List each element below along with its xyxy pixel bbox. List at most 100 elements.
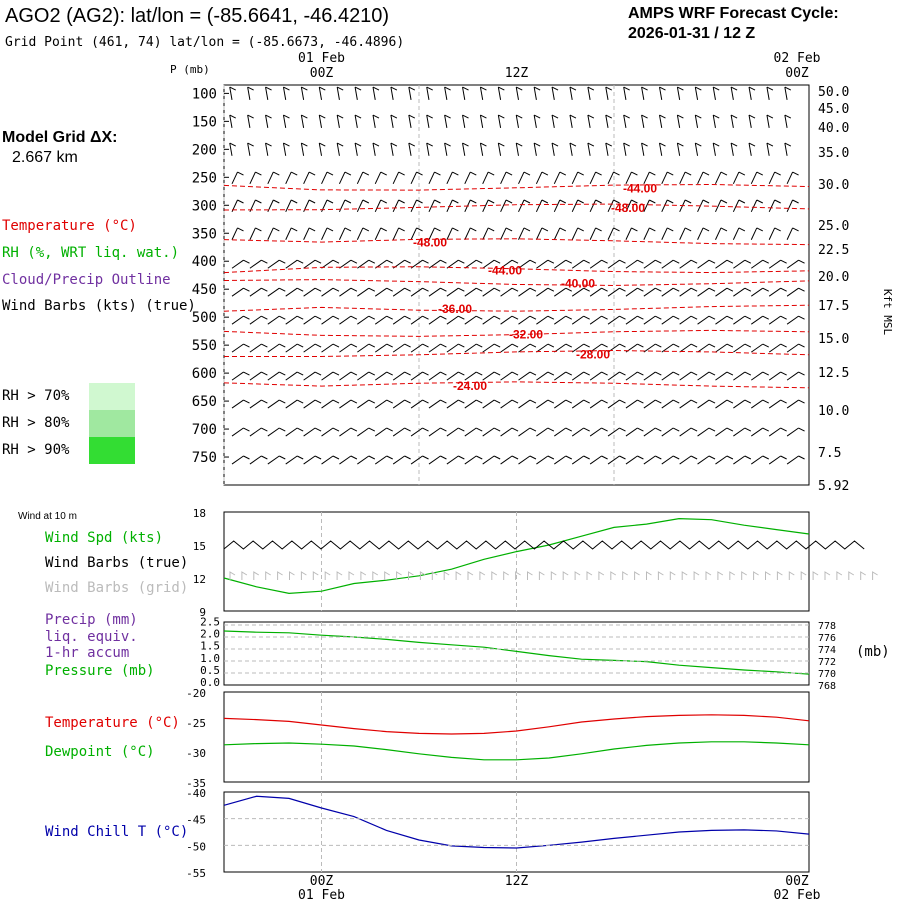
wind-barb-flag <box>470 199 477 204</box>
wind-barb-staff <box>712 114 716 128</box>
wind-barb <box>535 227 549 240</box>
wind-barb-grid <box>717 571 724 580</box>
wind-barb <box>357 259 376 269</box>
wind-barb-grid <box>550 571 557 580</box>
wind-barb <box>285 259 304 269</box>
pressure-right-tick: 776 <box>818 633 836 644</box>
wind-barb <box>267 343 286 353</box>
wind-barb-flag <box>444 114 451 119</box>
wind-barb-flag <box>386 315 393 320</box>
wind-barb-staff <box>607 287 620 297</box>
wind-barb-flag <box>784 142 792 147</box>
wind-barb-flag <box>583 343 590 348</box>
wind-barb-staff <box>482 227 489 240</box>
wind-barb-staff <box>464 371 477 381</box>
cloud-legend: Cloud/Precip Outline <box>2 272 171 288</box>
wind-barb-staff <box>697 171 704 185</box>
wind-barb <box>661 171 674 185</box>
wind-barb <box>464 455 483 465</box>
wind-barb-staff <box>249 455 262 465</box>
wind-barb <box>392 371 411 381</box>
wind-barb-flag <box>511 259 519 264</box>
wind-barb-staff <box>357 371 370 381</box>
wind-barb <box>518 171 531 185</box>
wind-barb-flag <box>655 287 662 292</box>
wind-barb-staff <box>285 427 298 437</box>
wind-barb-staff <box>733 455 746 465</box>
wind-barb-flag <box>326 171 334 176</box>
wind-barb-flag <box>354 86 362 91</box>
wind-barb <box>265 114 272 128</box>
wind-barb-flag <box>637 427 644 432</box>
wind-barb-flag <box>279 287 286 292</box>
wind-barb <box>357 427 376 437</box>
wind-barb-staff <box>536 427 549 437</box>
wind-barb <box>285 427 304 437</box>
height-tick-label: 45.0 <box>818 102 849 117</box>
wind-barb <box>497 142 505 156</box>
wind-barb-flag <box>637 287 644 292</box>
wind-barb-staff <box>733 259 746 269</box>
wind-barb-staff <box>715 171 722 185</box>
wind-barb-flag <box>672 371 680 376</box>
wind-barb-staff <box>536 399 549 409</box>
wind-barb-staff <box>661 343 674 353</box>
wind-barb <box>446 371 465 381</box>
wind-barb-staff <box>518 259 531 269</box>
wind-barb-flag <box>619 343 626 348</box>
wind-barb <box>533 86 541 100</box>
pressure-right-tick: 778 <box>818 621 836 632</box>
wind-barb-staff <box>750 343 764 353</box>
height-tick-label: 17.5 <box>818 299 849 314</box>
wind-barb-flag <box>619 455 626 460</box>
wind-barb-staff <box>303 455 316 465</box>
bottom-date-label: 01 Feb <box>298 888 345 900</box>
wind-barb <box>500 227 513 240</box>
wind-barb <box>357 371 376 381</box>
wind-barb <box>374 227 387 240</box>
wind-barb-staff <box>482 315 495 325</box>
wind-barb-staff <box>408 87 412 100</box>
wind-barb-flag <box>273 227 280 232</box>
wind-barb-flag <box>756 171 763 176</box>
dewpoint-line <box>223 741 810 761</box>
wind-barb-staff <box>339 371 352 381</box>
wind-barb-staff <box>786 287 799 297</box>
wind-barb-flag <box>712 86 720 91</box>
isotherm-line <box>223 329 810 337</box>
wind-barb <box>715 171 728 185</box>
isotherm-line <box>223 279 810 286</box>
wind-barb-flag <box>350 399 358 404</box>
wind-barb <box>444 114 451 128</box>
wind-barb-staff <box>750 399 764 409</box>
wind-barb <box>715 259 734 269</box>
wind-barb-staff <box>410 315 423 325</box>
wind-barb-flag <box>354 114 362 119</box>
wind-tick-label: 15 <box>193 540 206 553</box>
wind-barb <box>768 171 781 185</box>
wind-barb-flag <box>511 455 519 460</box>
wind-barb-staff <box>285 315 298 325</box>
wind-barb-staff <box>625 199 632 212</box>
wind-barb-flag <box>476 343 483 348</box>
wind-barb-staff <box>748 87 752 100</box>
wind-barb-staff <box>444 87 448 100</box>
wind-barb-staff <box>479 142 484 156</box>
wind-barb-flag <box>243 343 250 348</box>
wind-barb <box>697 427 716 437</box>
wind-barb-flag <box>559 227 567 232</box>
wind-barb-flag <box>344 227 352 232</box>
wind-barb <box>446 343 465 353</box>
wind-barb <box>339 315 358 325</box>
wind-barb <box>679 227 692 240</box>
wind-barb <box>750 455 769 465</box>
wind-barb-flag <box>237 227 244 232</box>
wind-barb-staff <box>732 199 740 212</box>
wind-barb-flag <box>744 371 752 376</box>
wind-barb-flag <box>314 371 322 376</box>
wind-barb-flag <box>613 171 620 176</box>
wind-barb <box>784 86 792 100</box>
wind-barb <box>303 371 322 381</box>
wind-barb <box>554 399 573 409</box>
